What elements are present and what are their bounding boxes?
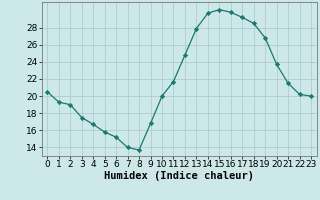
X-axis label: Humidex (Indice chaleur): Humidex (Indice chaleur)	[104, 171, 254, 181]
